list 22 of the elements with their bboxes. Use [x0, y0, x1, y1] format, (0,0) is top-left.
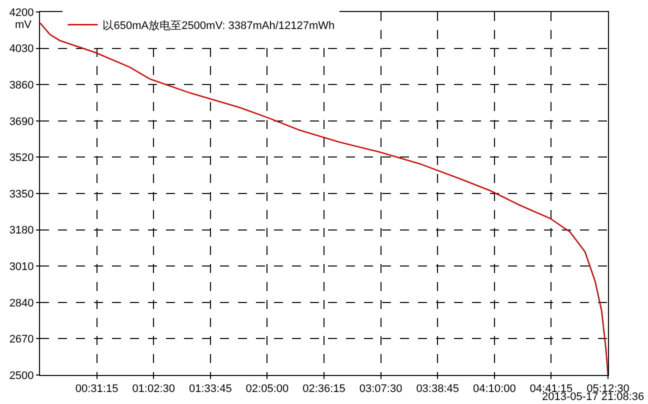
x-tick-label: 03:38:45	[416, 383, 460, 396]
x-tick-label: 02:05:00	[246, 383, 289, 396]
y-axis-title: mV	[15, 19, 32, 31]
y-tick-label: 3010	[9, 260, 34, 273]
y-tick-label: 3520	[9, 152, 34, 164]
y-tick-label: 3860	[9, 79, 34, 92]
x-tick-label: 03:07:30	[359, 383, 402, 396]
y-tick-label: 2670	[9, 334, 34, 346]
x-tick-label: 00:31:15	[75, 383, 118, 396]
legend-label: 以650mA放电至2500mV: 3387mAh/12127mWh	[102, 18, 335, 32]
y-tick-label: 3180	[9, 224, 34, 237]
y-tick-label: 2500	[9, 370, 34, 382]
x-tick-label: 02:36:15	[302, 383, 346, 396]
y-tick-label: 4200	[9, 6, 34, 19]
y-tick-label: 3690	[9, 116, 34, 128]
x-tick-label: 01:33:45	[188, 383, 232, 396]
y-tick-label: 3350	[9, 188, 34, 200]
line-series	[40, 22, 608, 375]
y-tick-label: 4030	[9, 43, 34, 56]
x-tick-label: 01:02:30	[132, 383, 176, 396]
y-tick-label: 2840	[9, 297, 34, 310]
x-tick-label: 04:10:00	[472, 383, 516, 396]
